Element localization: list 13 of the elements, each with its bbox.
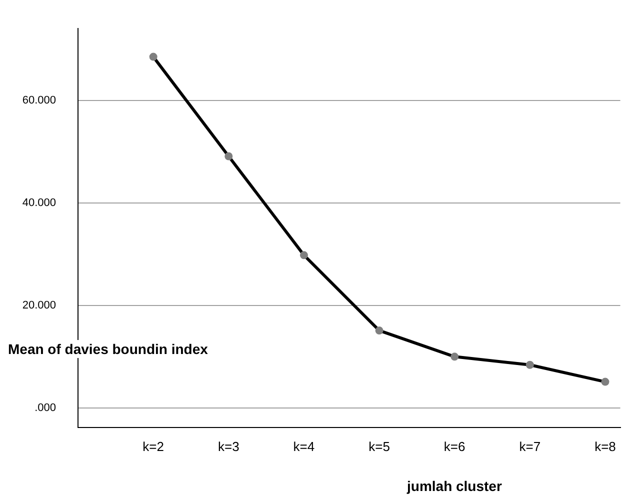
y-tick-label: 20.000 (22, 299, 56, 312)
y-tick-label: 60.000 (22, 94, 56, 106)
y-tick-label: 40.000 (22, 196, 56, 209)
x-tick-label: k=8 (594, 438, 616, 454)
x-tick-label: k=4 (293, 438, 315, 454)
x-tick-label: k=5 (368, 438, 390, 454)
x-axis-title: jumlah cluster (407, 478, 502, 494)
x-tick-label: k=6 (444, 438, 466, 454)
y-axis-title: Mean of davies boundin index (8, 340, 208, 358)
x-tick-label: k=3 (218, 438, 240, 454)
x-tick-label: k=7 (519, 438, 541, 454)
x-tick-label: k=2 (142, 438, 164, 454)
y-tick-label: .000 (34, 402, 56, 414)
